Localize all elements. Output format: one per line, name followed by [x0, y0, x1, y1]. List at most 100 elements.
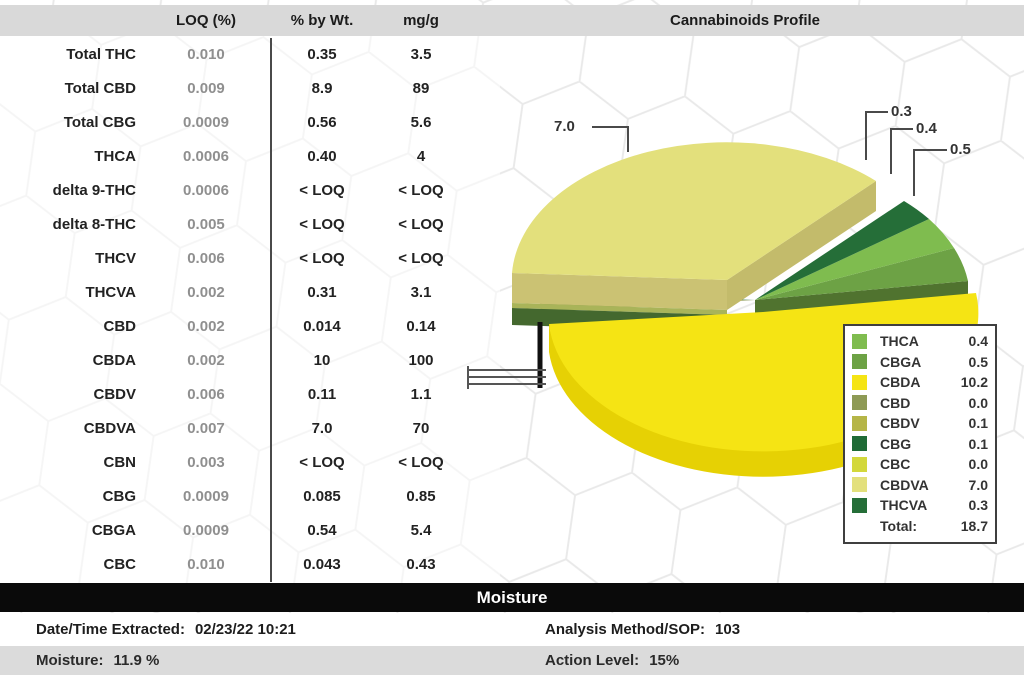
legend-label: CBC — [880, 456, 911, 473]
analyte-name: CBN — [103, 454, 137, 472]
legend-swatch — [852, 477, 867, 493]
analyte-name: THCA — [94, 147, 136, 165]
table-background — [0, 36, 500, 583]
moisture-section-header: Moisture — [0, 583, 1024, 612]
legend-swatch — [852, 415, 867, 431]
pie-slice-cbdva-side-bottom — [512, 273, 727, 310]
pie-slice-cbdva — [512, 142, 876, 280]
legend-item: CBGA 0.5 — [852, 352, 988, 373]
legend-label: CBGA — [880, 353, 922, 370]
table-row: CBGA 0.0009 0.54 5.4 — [0, 514, 470, 548]
action-level-label: Action Level: — [545, 652, 640, 669]
moisture-info-row-2: Moisture: 11.9 % Action Level: 15% — [0, 646, 1024, 675]
mgg-value: 5.4 — [410, 522, 432, 540]
pie-slice-cbdva-side-right — [727, 181, 876, 310]
analyte-name: CBG — [102, 488, 136, 506]
callout-label-cbdva: 7.0 — [554, 118, 575, 135]
pct-value: 10 — [313, 352, 331, 370]
legend-value: 0.4 — [968, 333, 988, 350]
loq-value: 0.009 — [187, 79, 225, 97]
pct-value: 8.9 — [311, 79, 333, 97]
legend-label: CBG — [880, 435, 912, 452]
analyte-name: CBDVA — [83, 420, 136, 438]
pct-value: 0.043 — [303, 556, 341, 574]
analysis-method-group: Analysis Method/SOP: 103 — [545, 613, 740, 646]
analyte-name: Total THC — [66, 45, 136, 63]
analyte-name: CBDV — [93, 386, 136, 404]
loq-value: 0.006 — [187, 249, 225, 267]
table-row: delta 8-THC 0.005 < LOQ < LOQ — [0, 207, 470, 241]
legend-label: THCA — [880, 333, 919, 350]
legend-value: 0.0 — [968, 456, 988, 473]
loq-value: 0.005 — [187, 215, 225, 233]
table-row: CBDVA 0.007 7.0 70 — [0, 412, 470, 446]
mgg-value: 0.14 — [406, 318, 436, 336]
mgg-value: < LOQ — [398, 249, 444, 267]
mgg-value: < LOQ — [398, 454, 444, 472]
legend-value: 0.1 — [968, 435, 988, 452]
legend-item: CBD 0.0 — [852, 393, 988, 414]
date-extracted-group: Date/Time Extracted: 02/23/22 10:21 — [36, 613, 296, 646]
pie-slice-thca — [755, 219, 954, 300]
legend-swatch — [852, 456, 867, 472]
pie-sliver-band-light — [512, 303, 727, 315]
column-header-pct-by-wt: % by Wt. — [290, 12, 354, 29]
pct-value: < LOQ — [299, 249, 345, 267]
legend-total-label: Total: — [880, 517, 918, 534]
loq-value: 0.002 — [187, 283, 225, 301]
pct-value: 0.40 — [307, 147, 337, 165]
mgg-value: 0.43 — [406, 556, 436, 574]
analyte-name: Total CBD — [64, 79, 136, 97]
legend-label: CBDA — [880, 374, 921, 391]
pie-slice-thcva — [755, 201, 929, 300]
action-level-group: Action Level: 15% — [545, 646, 679, 675]
legend-item: CBG 0.1 — [852, 434, 988, 455]
analysis-method-value: 103 — [715, 621, 741, 638]
mgg-value: 1.1 — [410, 386, 432, 404]
table-row: CBC 0.010 0.043 0.43 — [0, 548, 470, 582]
column-header-loq: LOQ (%) — [176, 12, 236, 29]
table-row: CBG 0.0009 0.085 0.85 — [0, 480, 470, 514]
legend-swatch — [852, 354, 867, 370]
moisture-info-row-1: Date/Time Extracted: 02/23/22 10:21 Analy… — [0, 613, 1024, 646]
legend-label: CBD — [880, 394, 911, 411]
legend-value: 0.1 — [968, 415, 988, 432]
pct-value: 7.0 — [311, 420, 333, 438]
legend-value: 0.3 — [968, 497, 988, 514]
legend-item: THCA 0.4 — [852, 331, 988, 352]
loq-value: 0.010 — [187, 45, 225, 63]
analyte-name: delta 9-THC — [52, 181, 136, 199]
legend-swatch — [852, 497, 867, 513]
legend-value: 0.0 — [968, 394, 988, 411]
loq-value: 0.0009 — [183, 488, 229, 506]
loq-value: 0.003 — [187, 454, 225, 472]
table-row: CBDA 0.002 10 100 — [0, 344, 470, 378]
legend-total-value: 18.7 — [960, 517, 988, 534]
mgg-value: 89 — [412, 79, 430, 97]
date-extracted-value: 02/23/22 10:21 — [194, 621, 296, 638]
pct-value: 0.35 — [307, 45, 337, 63]
sliver-leader-lines — [468, 369, 546, 385]
mgg-value: 5.6 — [410, 113, 432, 131]
legend-label: CBDV — [880, 415, 920, 432]
pct-value: < LOQ — [299, 215, 345, 233]
action-level-value: 15% — [649, 652, 680, 669]
callout-line-cbga — [913, 149, 947, 196]
legend-label: THCVA — [880, 497, 928, 514]
table-row: THCVA 0.002 0.31 3.1 — [0, 275, 470, 309]
legend-item: CBDV 0.1 — [852, 413, 988, 434]
chart-legend: THCA 0.4 CBGA 0.5 CBDA 10.2 CBD 0.0 CBDV 0.1 … — [843, 324, 997, 544]
mgg-value: 70 — [412, 420, 430, 438]
analyte-name: CBDA — [92, 352, 136, 370]
moisture-result-value: 11.9 % — [113, 652, 160, 669]
legend-value: 7.0 — [968, 476, 988, 493]
analyte-name: CBD — [103, 318, 137, 336]
pct-value: 0.085 — [303, 488, 341, 506]
table-row: THCV 0.006 < LOQ < LOQ — [0, 241, 470, 275]
legend-swatch — [852, 333, 867, 349]
callout-label-cbga: 0.5 — [950, 141, 971, 158]
table-row: CBN 0.003 < LOQ < LOQ — [0, 446, 470, 480]
analyte-name: CBGA — [91, 522, 136, 540]
loq-value: 0.007 — [187, 420, 225, 438]
